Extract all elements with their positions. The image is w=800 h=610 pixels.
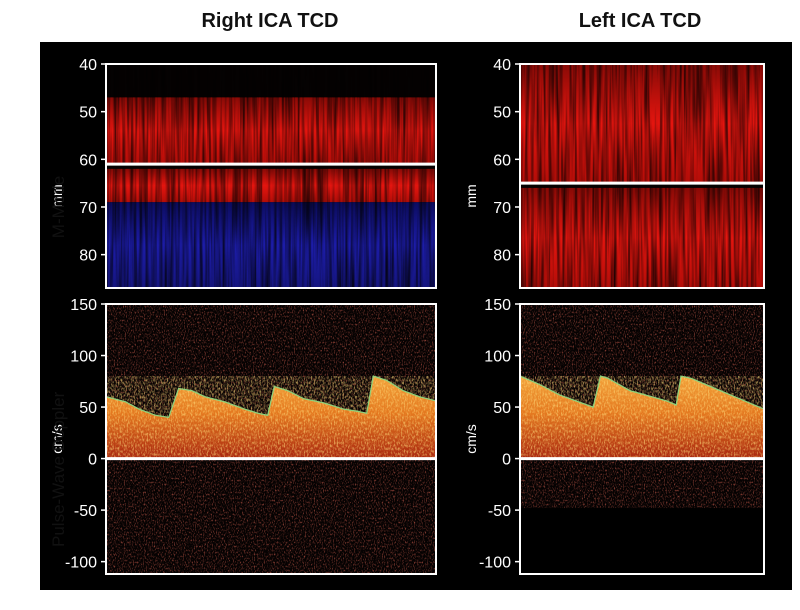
right-mmode-band-1-texture — [106, 168, 436, 203]
right-doppler-tick-label: -100 — [65, 555, 97, 572]
right-mmode-tick-label: 80 — [79, 248, 97, 265]
m-mode-row-label: M-Mode — [49, 175, 68, 239]
right-mmode-band-2-texture — [106, 202, 436, 288]
left-mmode-plot: 40 50 60 70 80 mm — [463, 57, 765, 289]
tcd-charts: 40 50 60 70 80 mm 40 50 60 70 80 mm 150 100 50 0 -50 -100… — [49, 57, 765, 575]
left-mmode-tick-label: 40 — [493, 57, 511, 74]
right-doppler-tick-label: 50 — [79, 400, 97, 417]
right-mmode-frame — [105, 63, 437, 289]
right-doppler-image — [106, 304, 436, 574]
right-doppler-plot: 150 100 50 0 -50 -100 cm/s — [49, 297, 437, 575]
left-doppler-envelope — [520, 375, 764, 410]
right-doppler-tick-label: 0 — [88, 452, 97, 469]
right-doppler-axis-label: cm/s — [49, 424, 65, 454]
right-doppler-spectrum-texture — [106, 376, 436, 459]
left-mmode-band-1-texture — [520, 187, 764, 288]
right-mmode-band-0-texture — [106, 97, 436, 165]
right-mmode-tick-label: 70 — [79, 200, 97, 217]
chart-panel: M-Mode Pulse-Wave Doppler — [40, 42, 792, 590]
right-doppler-tick-label: 100 — [70, 349, 97, 366]
left-mmode-tick-label: 70 — [493, 200, 511, 217]
right-doppler-envelope — [106, 375, 436, 419]
left-doppler-tick-label: 100 — [484, 349, 511, 366]
right-ica-title: Right ICA TCD — [201, 10, 339, 32]
right-doppler-tick-label: 150 — [70, 297, 97, 314]
left-doppler-tick-label: -100 — [479, 555, 511, 572]
right-doppler-frame — [105, 303, 437, 575]
left-mmode-tick-label: 60 — [493, 152, 511, 169]
left-doppler-frame — [519, 303, 765, 575]
left-mmode-tick-label: 50 — [493, 105, 511, 122]
right-mmode-top-noise — [106, 64, 436, 98]
left-doppler-tick-label: 0 — [502, 452, 511, 469]
right-mmode-plot: 40 50 60 70 80 mm — [49, 57, 437, 289]
left-ica-title: Left ICA TCD — [578, 10, 702, 32]
left-mmode-frame — [519, 63, 765, 289]
left-doppler-tick-label: 50 — [493, 400, 511, 417]
left-doppler-tick-label: -50 — [488, 503, 511, 520]
left-mmode-tick-label: 80 — [493, 248, 511, 265]
left-mmode-axis-label: mm — [463, 184, 479, 207]
left-mmode-image — [520, 64, 764, 288]
left-doppler-axis-label: cm/s — [463, 424, 479, 454]
left-doppler-spectrum-texture — [520, 376, 764, 459]
left-doppler-tick-label: 150 — [484, 297, 511, 314]
right-mmode-tick-label: 40 — [79, 57, 97, 74]
left-doppler-image — [520, 304, 764, 574]
right-mmode-tick-label: 60 — [79, 152, 97, 169]
right-mmode-axis-label: mm — [49, 184, 65, 207]
right-mmode-image — [106, 64, 436, 288]
left-doppler-plot: 150 100 50 0 -50 -100 cm/s — [463, 297, 765, 575]
right-mmode-tick-label: 50 — [79, 105, 97, 122]
left-doppler-blank-region — [520, 508, 764, 574]
right-doppler-tick-label: -50 — [74, 503, 97, 520]
left-mmode-band-0-texture — [520, 64, 764, 184]
pulse-wave-doppler-row-label: Pulse-Wave Doppler — [49, 391, 68, 547]
